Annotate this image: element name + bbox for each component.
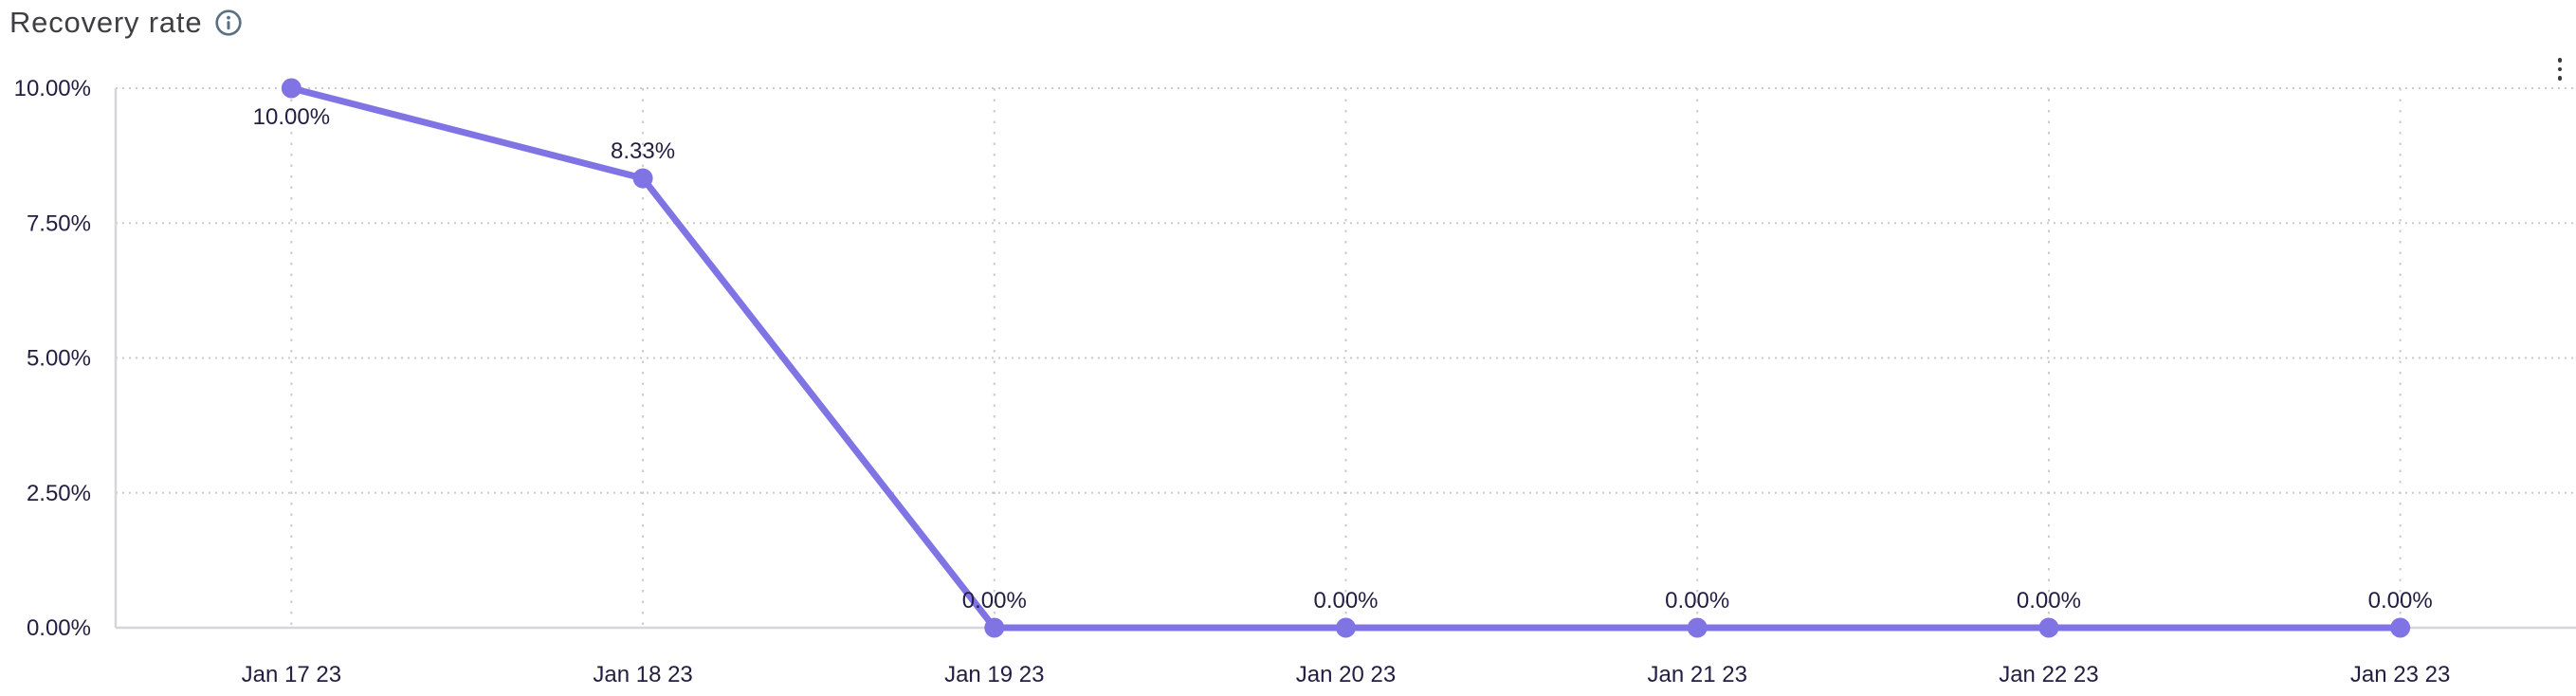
x-axis-tick-label: Jan 22 23 [1999, 662, 2098, 687]
data-point-label: 10.00% [253, 104, 330, 130]
kebab-menu-icon [2557, 76, 2563, 81]
data-point[interactable] [1687, 617, 1708, 638]
kebab-menu-icon [2557, 66, 2563, 72]
data-point-label: 0.00% [2017, 588, 2081, 614]
y-axis-tick-label: 2.50% [27, 481, 91, 506]
data-point[interactable] [1336, 617, 1356, 638]
y-axis-tick-label: 7.50% [27, 211, 91, 236]
x-axis-tick-label: Jan 19 23 [944, 662, 1044, 687]
data-point[interactable] [632, 168, 653, 189]
x-axis-tick-label: Jan 18 23 [593, 662, 692, 687]
kebab-menu-icon [2557, 58, 2563, 63]
data-point-label: 0.00% [962, 588, 1027, 614]
y-axis-tick-label: 5.00% [27, 346, 91, 372]
x-axis-tick-label: Jan 17 23 [242, 662, 341, 687]
chart-title: Recovery rate [9, 6, 203, 39]
data-point[interactable] [2038, 617, 2059, 638]
info-icon[interactable] [214, 9, 243, 37]
data-point[interactable] [984, 617, 1005, 638]
data-point-label: 0.00% [1665, 588, 1729, 614]
x-axis-tick-label: Jan 21 23 [1648, 662, 1747, 687]
data-point-label: 8.33% [611, 138, 675, 164]
data-point-label: 0.00% [2368, 588, 2433, 614]
x-axis-tick-label: Jan 23 23 [2350, 662, 2450, 687]
chart-menu-button[interactable] [2548, 51, 2572, 87]
data-point[interactable] [2390, 617, 2411, 638]
chart-header: Recovery rate [9, 8, 243, 37]
data-point-label: 0.00% [1313, 588, 1378, 614]
y-axis-tick-label: 10.00% [14, 76, 91, 101]
data-point[interactable] [281, 78, 301, 99]
y-axis-tick-label: 0.00% [27, 615, 91, 641]
x-axis-tick-label: Jan 20 23 [1296, 662, 1396, 687]
